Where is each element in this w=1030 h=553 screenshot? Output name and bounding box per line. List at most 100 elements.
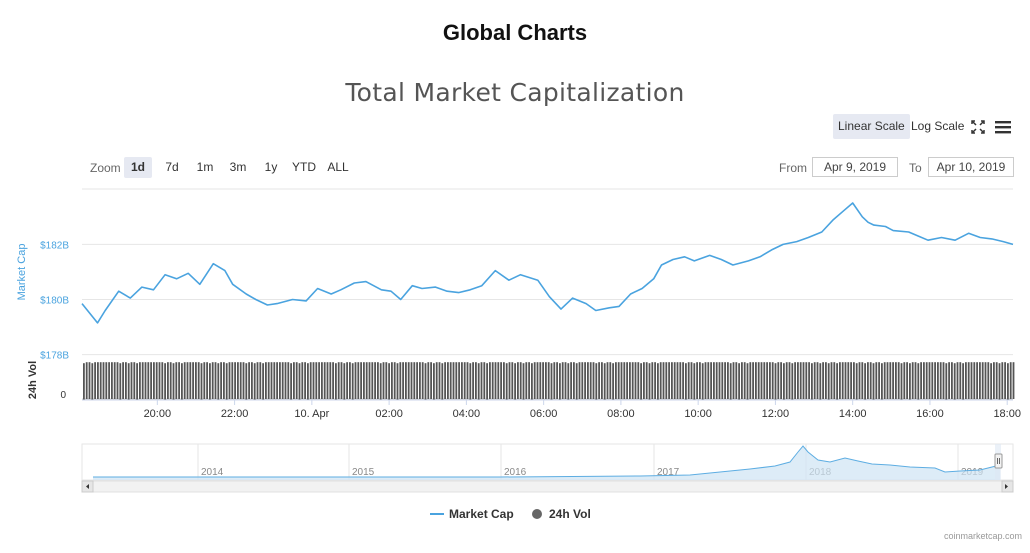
vol-bar: [559, 363, 561, 400]
vol-bar: [181, 363, 183, 400]
vol-bar: [295, 362, 298, 399]
vol-axis-label: 24h Vol: [27, 361, 39, 399]
vol-bar: [976, 362, 978, 399]
navigator-tick-label: 2016: [504, 467, 527, 478]
legend-market-cap[interactable]: Market Cap: [449, 507, 514, 521]
x-tick-label: 02:00: [375, 408, 403, 420]
navigator-tick-label: 2017: [657, 467, 680, 478]
from-date-input[interactable]: [812, 157, 898, 177]
vol-bar: [486, 363, 488, 400]
vol-bar: [654, 362, 656, 399]
vol-bar: [363, 362, 365, 399]
log-scale-button[interactable]: Log Scale: [911, 119, 965, 133]
vol-bar: [872, 363, 875, 400]
vol-bar: [752, 362, 754, 399]
vol-bar: [707, 362, 710, 399]
vol-bar: [570, 362, 572, 399]
vol-bar: [987, 362, 990, 399]
vol-bar: [340, 362, 343, 399]
to-date-input[interactable]: [928, 157, 1014, 177]
vol-bar: [533, 362, 536, 399]
vol-bar: [881, 363, 883, 400]
vol-bar: [690, 362, 693, 399]
vol-bar: [937, 362, 939, 399]
vol-bar: [799, 362, 802, 399]
vol-bar: [480, 362, 483, 399]
zoom-label: Zoom: [90, 161, 121, 175]
vol-bar: [965, 362, 967, 399]
zoom-1y-button[interactable]: 1y: [264, 160, 278, 174]
vol-bar: [970, 362, 973, 399]
vol-bar: [693, 363, 696, 400]
vol-bar: [895, 362, 897, 399]
vol-bar: [903, 362, 906, 399]
vol-bar: [729, 363, 732, 400]
vol-bar: [738, 363, 740, 400]
navigator-area: [93, 446, 1000, 480]
vol-bar: [833, 362, 836, 399]
vol-bar: [990, 363, 992, 400]
linear-scale-button[interactable]: Linear Scale: [833, 114, 910, 139]
legend-vol[interactable]: 24h Vol: [549, 507, 591, 521]
vol-bar: [365, 362, 368, 399]
vol-bar: [528, 362, 530, 399]
vol-bar: [816, 362, 819, 399]
vol-bar: [808, 362, 810, 399]
vol-bar: [469, 363, 472, 400]
hamburger-menu-icon[interactable]: [994, 119, 1012, 135]
vol-bar: [883, 362, 886, 399]
vol-bar: [88, 362, 91, 399]
zoom-1d-button[interactable]: 1d: [124, 157, 152, 178]
legend-vol-swatch: [532, 509, 542, 519]
vol-bar: [939, 362, 942, 399]
vol-bar: [399, 362, 402, 399]
zoom-all-button[interactable]: ALL: [327, 160, 349, 174]
vol-bar: [685, 363, 687, 400]
vol-bar: [696, 362, 698, 399]
vol-bar: [449, 362, 452, 399]
vol-bar: [511, 362, 514, 399]
navigator-selected-range: [995, 444, 1001, 480]
vol-bar: [615, 362, 617, 399]
vol-bar: [419, 362, 421, 399]
vol-bar: [945, 363, 948, 400]
vol-bar: [603, 363, 606, 400]
vol-bar: [713, 362, 715, 399]
vol-bar: [640, 363, 642, 400]
vol-bar: [83, 363, 85, 400]
zoom-ytd-button[interactable]: YTD: [292, 160, 316, 174]
vol-bar: [335, 363, 337, 400]
vol-bar: [601, 362, 603, 399]
x-tick-label: 22:00: [221, 408, 249, 420]
zoom-1m-button[interactable]: 1m: [196, 160, 214, 174]
vol-bar: [967, 362, 970, 399]
credit-link[interactable]: coinmarketcap.com: [943, 531, 1022, 541]
vol-bar: [351, 363, 354, 400]
vol-bar: [892, 362, 894, 399]
x-tick-label: 14:00: [839, 408, 867, 420]
fullscreen-icon[interactable]: [970, 119, 986, 135]
x-tick-label: 10:00: [684, 408, 712, 420]
vol-bar: [724, 362, 726, 399]
zoom-3m-button[interactable]: 3m: [229, 160, 247, 174]
vol-bar: [951, 362, 953, 399]
vol-bar: [561, 362, 564, 399]
vol-bar: [659, 362, 662, 399]
zoom-7d-button[interactable]: 7d: [165, 160, 179, 174]
vol-bar: [564, 362, 567, 399]
vol-bar: [371, 362, 374, 399]
vol-bar: [315, 362, 318, 399]
vol-bar: [497, 362, 500, 399]
vol-bar: [195, 362, 197, 399]
vol-bar: [931, 362, 934, 399]
vol-bar: [827, 363, 830, 400]
navigator-tick-label: 2014: [201, 467, 224, 478]
vol-bar: [850, 362, 852, 399]
vol-bar: [111, 362, 113, 399]
vol-bar: [293, 362, 295, 399]
vol-bar: [757, 362, 760, 399]
vol-bar: [483, 362, 486, 399]
vol-bar: [178, 362, 180, 399]
vol-bar: [251, 362, 253, 399]
y-tick-label: $178B: [40, 351, 69, 362]
